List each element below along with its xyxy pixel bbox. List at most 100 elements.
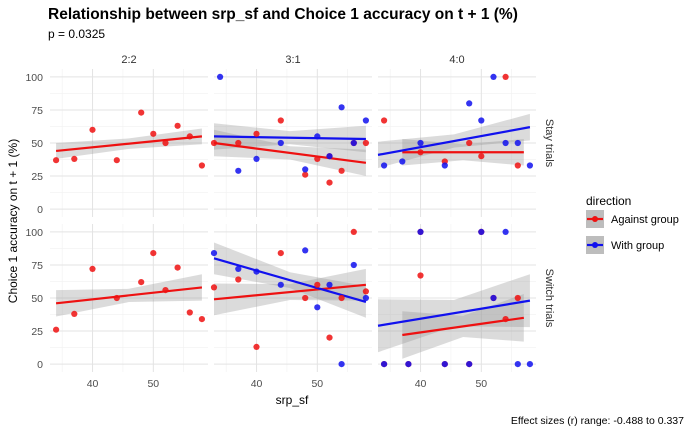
y-tick-label: 100 (25, 227, 43, 239)
panel-series-group (210, 73, 369, 186)
facet-strip-label: Switch trials (543, 269, 555, 328)
data-point (514, 162, 521, 169)
y-tick-label: 100 (25, 72, 43, 84)
data-point (314, 304, 321, 311)
data-point (314, 155, 321, 162)
legend-key-point (592, 242, 598, 248)
data-point (302, 247, 309, 254)
data-point (302, 171, 309, 178)
facet-strip-label: 3:1 (285, 54, 300, 66)
chart-title: Relationship between srp_sf and Choice 1… (48, 6, 518, 23)
data-point (417, 139, 424, 147)
chart-subtitle: p = 0.0325 (48, 27, 105, 41)
y-tick-label: 75 (31, 105, 43, 117)
data-point (277, 117, 284, 124)
data-point (338, 294, 345, 302)
data-point (417, 272, 424, 279)
data-point (253, 130, 260, 137)
data-point (526, 361, 534, 368)
y-tick-label: 0 (37, 204, 43, 216)
x-tick-label: 40 (415, 378, 427, 390)
data-point (138, 279, 145, 286)
data-point (326, 281, 333, 288)
data-point (362, 117, 369, 124)
x-tick-label: 40 (251, 378, 263, 390)
data-point (417, 228, 424, 235)
data-point (89, 126, 96, 133)
panel-series-group (210, 228, 369, 368)
data-point (302, 294, 309, 302)
data-point (490, 73, 497, 80)
data-point (235, 139, 242, 147)
legend-entry-label: With group (611, 240, 664, 252)
regression-line (213, 283, 367, 301)
data-point (138, 109, 145, 116)
data-point (113, 294, 120, 302)
data-point (441, 162, 448, 169)
panel-2-2-0 (50, 69, 208, 217)
data-point (277, 281, 284, 288)
legend-key-point (592, 216, 598, 222)
data-point (466, 139, 473, 147)
data-point (326, 179, 333, 186)
data-point (502, 228, 509, 235)
data-point (338, 167, 345, 174)
x-tick-label: 50 (475, 378, 487, 390)
data-point (53, 326, 60, 333)
data-point (89, 265, 96, 272)
data-point (174, 264, 181, 271)
regression-line (377, 126, 531, 156)
y-tick-label: 25 (31, 326, 43, 338)
data-point (198, 162, 205, 169)
data-point (514, 361, 521, 368)
panel-series-group (377, 73, 534, 169)
data-point (253, 155, 260, 162)
x-axis-label: srp_sf (276, 393, 309, 407)
data-point (399, 158, 406, 165)
regression-line (55, 286, 203, 305)
data-point (350, 228, 357, 235)
data-point (150, 250, 157, 257)
data-point (514, 294, 521, 302)
regression-line (55, 135, 203, 153)
data-point (53, 157, 60, 164)
data-point (235, 265, 242, 272)
legend-entry-label: Against group (611, 214, 679, 226)
data-point (350, 139, 357, 147)
data-point (253, 268, 260, 275)
data-point (350, 261, 357, 269)
x-tick-label: 40 (87, 378, 99, 390)
data-point (338, 104, 345, 111)
data-point (417, 149, 424, 156)
y-tick-label: 25 (31, 171, 43, 183)
data-point (210, 284, 218, 291)
data-point (235, 167, 242, 174)
facet-panels: 2:2 3:1 4:0 Stay trials Switch trials 0 25 50 75… (25, 54, 555, 390)
data-point (466, 361, 473, 368)
data-point (490, 294, 497, 302)
y-tick-label: 50 (31, 138, 43, 150)
panel-2-2-1 (50, 224, 208, 372)
x-tick-label: 50 (311, 378, 323, 390)
data-point (210, 250, 218, 257)
data-point (381, 162, 388, 169)
facet-strip-label: 2:2 (121, 54, 136, 66)
data-point (253, 343, 260, 350)
panel-3-1-1 (214, 224, 372, 372)
data-point (162, 287, 169, 294)
facet-strip-label: Stay trials (543, 119, 555, 168)
data-point (478, 228, 485, 235)
panel-4-0-1 (378, 224, 536, 372)
data-point (186, 133, 193, 140)
data-point (526, 162, 534, 169)
legend-title: direction (586, 194, 631, 208)
data-point (277, 250, 284, 257)
panel-4-0-0 (378, 69, 536, 217)
data-point (502, 316, 509, 323)
regression-line (213, 135, 366, 141)
y-axis-label: Choice 1 accuracy on t + 1 (%) (6, 139, 20, 303)
data-point (362, 288, 369, 295)
regression-line (213, 257, 367, 304)
data-point (198, 316, 205, 323)
